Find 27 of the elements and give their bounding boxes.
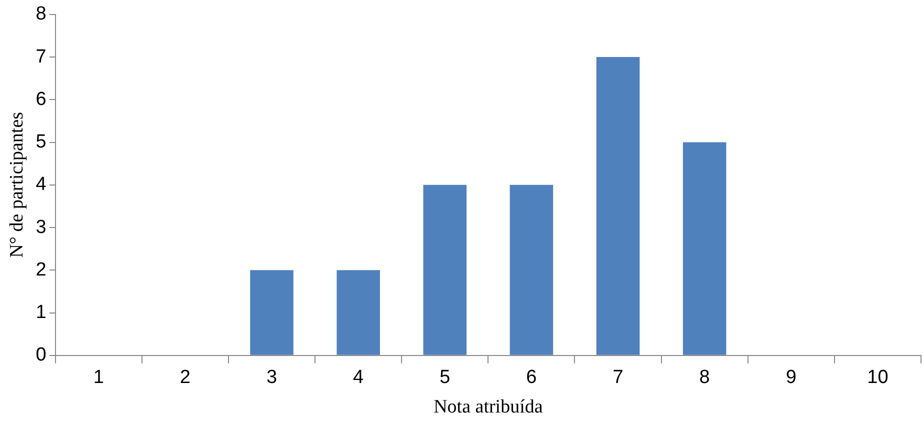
x-tick-label: 3 (266, 367, 278, 388)
y-tick-label: 5 (36, 132, 46, 153)
x-tick-label: 9 (786, 367, 796, 388)
y-tick-label: 1 (36, 302, 46, 324)
bar (682, 142, 726, 355)
y-tick-label: 3 (36, 216, 46, 238)
bar (423, 184, 467, 355)
bar (596, 57, 640, 355)
x-tick-label: 10 (867, 367, 888, 388)
x-tick-label: 1 (93, 367, 104, 388)
bar (336, 270, 380, 355)
bar (250, 270, 294, 355)
x-tick-label: 5 (440, 367, 450, 388)
y-tick-label: 8 (36, 4, 46, 25)
y-tick-label: 7 (36, 46, 46, 68)
y-tick-label: 6 (36, 88, 46, 110)
y-tick-label: 4 (36, 174, 47, 196)
x-tick-label: 7 (612, 367, 624, 388)
x-tick-label: 2 (180, 367, 190, 388)
y-tick-label: 2 (36, 259, 46, 280)
y-tick-label: 0 (36, 344, 46, 366)
y-axis-title: N° de participantes (6, 112, 28, 258)
bar (510, 184, 554, 355)
x-tick-label: 4 (353, 367, 364, 388)
x-tick-label: 6 (526, 367, 537, 388)
x-tick-label: 8 (699, 367, 710, 388)
x-axis-title: Nota atribuída (434, 396, 544, 418)
